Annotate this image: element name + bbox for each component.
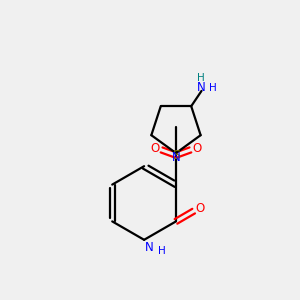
Text: N: N: [172, 151, 180, 164]
Text: H: H: [209, 83, 217, 93]
Text: S: S: [172, 149, 180, 162]
Text: N: N: [145, 241, 154, 254]
Text: O: O: [192, 142, 202, 155]
Text: O: O: [151, 142, 160, 155]
Text: H: H: [197, 73, 205, 83]
Text: O: O: [196, 202, 205, 215]
Text: H: H: [158, 246, 166, 256]
Text: N: N: [197, 82, 206, 94]
